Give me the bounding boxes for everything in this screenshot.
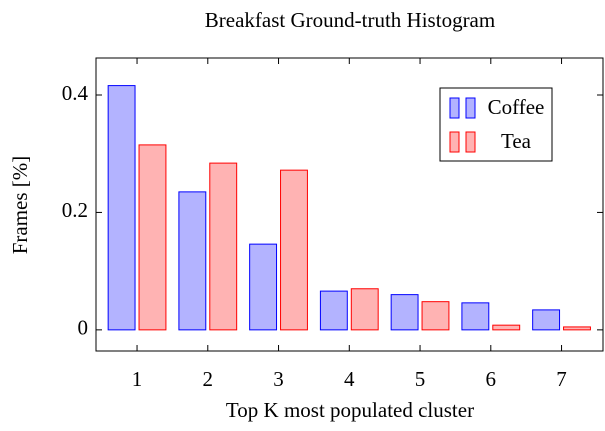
bar bbox=[461, 302, 490, 331]
legend-swatch bbox=[465, 131, 476, 153]
bar bbox=[421, 301, 450, 331]
bar bbox=[280, 169, 308, 331]
x-axis-label: Top K most populated cluster bbox=[226, 398, 474, 422]
bar bbox=[178, 191, 207, 331]
y-axis-label: Frames [%] bbox=[8, 156, 32, 255]
bar bbox=[390, 294, 419, 331]
bar bbox=[209, 162, 238, 331]
x-tick-label: 4 bbox=[344, 367, 355, 391]
x-tick-label: 7 bbox=[556, 367, 567, 391]
x-tick-label: 5 bbox=[415, 367, 426, 391]
bar bbox=[350, 288, 379, 331]
legend-label: Coffee bbox=[488, 95, 545, 119]
bar bbox=[249, 243, 278, 331]
x-tick-label: 2 bbox=[203, 367, 214, 391]
x-tick-label: 6 bbox=[486, 367, 497, 391]
bar bbox=[563, 326, 591, 331]
chart-title: Breakfast Ground-truth Histogram bbox=[205, 8, 495, 32]
legend-swatch bbox=[449, 131, 460, 153]
bar bbox=[532, 309, 561, 331]
y-tick-label: 0 bbox=[78, 316, 89, 340]
bar bbox=[138, 144, 167, 331]
bar bbox=[319, 290, 348, 331]
legend-swatch bbox=[449, 97, 460, 119]
bar bbox=[107, 85, 136, 331]
legend-swatch bbox=[465, 97, 476, 119]
x-tick-label: 1 bbox=[132, 367, 143, 391]
legend-label: Tea bbox=[501, 129, 532, 153]
y-tick-label: 0.2 bbox=[62, 198, 88, 222]
bar bbox=[492, 324, 521, 331]
y-tick-label: 0.4 bbox=[62, 81, 89, 105]
x-tick-label: 3 bbox=[273, 367, 284, 391]
